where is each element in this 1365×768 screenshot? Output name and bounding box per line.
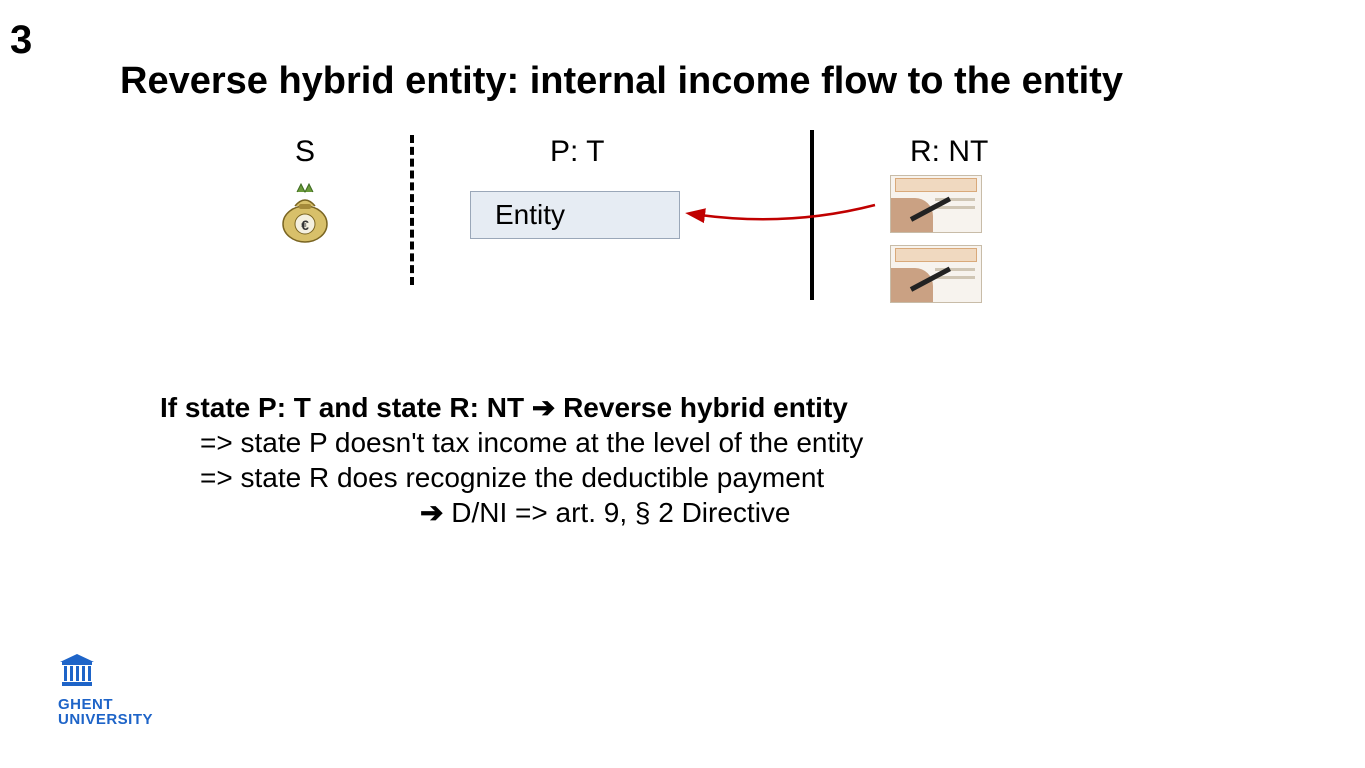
arrow-right-icon: ➔ [420, 497, 443, 528]
flow-arrow [690, 197, 880, 237]
logo-text-line1: GHENT [58, 697, 178, 713]
body-text: If state P: T and state R: NT ➔ Reverse … [160, 390, 1265, 530]
body-line3: => state R does recognize the deductible… [200, 460, 1265, 495]
slide-number: 3 [10, 18, 32, 63]
logo-text-line2: UNIVERSITY [58, 712, 178, 728]
diagram-area: S P: T R: NT € Entity [120, 135, 1170, 345]
ghent-university-logo: GHENT UNIVERSITY [58, 652, 178, 729]
tax-form-icon [890, 175, 982, 233]
entity-label: Entity [495, 199, 565, 231]
arrow-right-icon: ➔ [532, 392, 555, 423]
body-line4-b: D/NI => art. 9, § 2 Directive [451, 497, 790, 528]
body-line1-b: Reverse hybrid entity [563, 392, 848, 423]
column-r-label: R: NT [910, 135, 988, 169]
slide-title: Reverse hybrid entity: internal income f… [120, 60, 1305, 103]
body-line2: => state P doesn't tax income at the lev… [200, 425, 1265, 460]
money-bag-icon: € [275, 180, 335, 249]
svg-text:€: € [301, 217, 309, 233]
column-p-label: P: T [550, 135, 604, 169]
column-s-label: S [295, 135, 315, 169]
body-line1-a: If state P: T and state R: NT [160, 392, 532, 423]
tax-form-icon [890, 245, 982, 303]
dashed-divider [410, 135, 414, 285]
entity-box: Entity [470, 191, 680, 239]
